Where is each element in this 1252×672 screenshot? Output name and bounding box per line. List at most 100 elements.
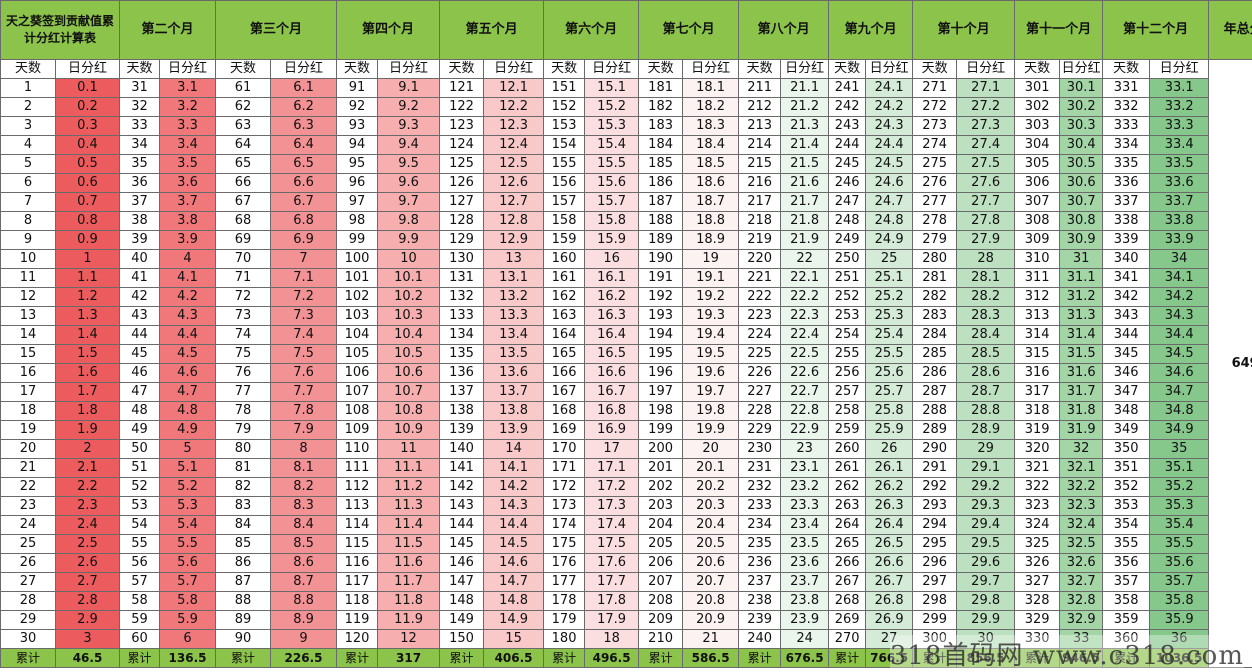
day-cell[interactable]: 74 (215, 325, 272, 345)
bonus-cell[interactable]: 30.4 (1059, 135, 1104, 155)
day-cell[interactable]: 304 (1014, 135, 1061, 155)
bonus-cell[interactable]: 25.3 (865, 306, 914, 326)
day-cell[interactable]: 264 (828, 515, 867, 535)
bonus-cell[interactable]: 3.3 (159, 116, 217, 136)
bonus-cell[interactable]: 24.7 (865, 192, 914, 212)
day-cell[interactable]: 272 (912, 97, 958, 117)
bonus-cell[interactable]: 19.5 (682, 344, 740, 364)
bonus-cell[interactable]: 35.2 (1149, 477, 1210, 497)
bonus-cell[interactable]: 5.7 (159, 572, 217, 592)
bonus-cell[interactable]: 27.9 (956, 230, 1016, 250)
bonus-cell[interactable]: 2 (54, 439, 121, 459)
day-cell[interactable]: 215 (738, 154, 782, 174)
day-cell[interactable]: 291 (912, 458, 958, 478)
bonus-cell[interactable]: 17.6 (584, 553, 640, 573)
day-cell[interactable]: 102 (336, 287, 379, 307)
bonus-cell[interactable]: 1 (54, 249, 121, 269)
day-cell[interactable]: 284 (912, 325, 958, 345)
day-cell[interactable]: 339 (1102, 230, 1151, 250)
day-cell[interactable]: 213 (738, 116, 782, 136)
day-cell[interactable]: 76 (215, 363, 272, 383)
bonus-cell[interactable]: 34.8 (1149, 401, 1210, 421)
bonus-cell[interactable]: 2.5 (54, 534, 121, 554)
day-cell[interactable]: 130 (439, 249, 485, 269)
day-cell[interactable]: 46 (119, 363, 161, 383)
day-cell[interactable]: 274 (912, 135, 958, 155)
day-cell[interactable]: 49 (119, 420, 161, 440)
day-cell[interactable]: 109 (336, 420, 379, 440)
bonus-cell[interactable]: 10.1 (377, 268, 441, 288)
bonus-cell[interactable]: 20.5 (682, 534, 740, 554)
bonus-cell[interactable]: 0.2 (54, 97, 121, 117)
bonus-cell[interactable]: 7.7 (270, 382, 338, 402)
bonus-cell[interactable]: 19.8 (682, 401, 740, 421)
day-cell[interactable]: 338 (1102, 211, 1151, 231)
day-cell[interactable]: 115 (336, 534, 379, 554)
bonus-cell[interactable]: 1.3 (54, 306, 121, 326)
day-cell[interactable]: 80 (215, 439, 272, 459)
day-cell[interactable]: 120 (336, 629, 379, 649)
day-cell[interactable]: 315 (1014, 344, 1061, 364)
day-cell[interactable]: 59 (119, 610, 161, 630)
day-cell[interactable]: 311 (1014, 268, 1061, 288)
day-cell[interactable]: 54 (119, 515, 161, 535)
bonus-cell[interactable]: 8.6 (270, 553, 338, 573)
bonus-cell[interactable]: 18.4 (682, 135, 740, 155)
bonus-cell[interactable]: 6.9 (270, 230, 338, 250)
day-cell[interactable]: 204 (638, 515, 684, 535)
day-cell[interactable]: 142 (439, 477, 485, 497)
bonus-cell[interactable]: 4.3 (159, 306, 217, 326)
bonus-cell[interactable]: 28.8 (956, 401, 1016, 421)
day-cell[interactable]: 259 (828, 420, 867, 440)
bonus-cell[interactable]: 26 (865, 439, 914, 459)
bonus-cell[interactable]: 6.3 (270, 116, 338, 136)
day-cell[interactable]: 132 (439, 287, 485, 307)
bonus-cell[interactable]: 22.4 (780, 325, 830, 345)
bonus-cell[interactable]: 35.7 (1149, 572, 1210, 592)
day-cell[interactable]: 208 (638, 591, 684, 611)
day-cell[interactable]: 36 (119, 173, 161, 193)
bonus-cell[interactable]: 0.6 (54, 173, 121, 193)
day-cell[interactable]: 94 (336, 135, 379, 155)
bonus-cell[interactable]: 33.4 (1149, 135, 1210, 155)
day-cell[interactable]: 229 (738, 420, 782, 440)
bonus-cell[interactable]: 19.1 (682, 268, 740, 288)
bonus-cell[interactable]: 8.4 (270, 515, 338, 535)
day-cell[interactable]: 114 (336, 515, 379, 535)
bonus-cell[interactable]: 12 (377, 629, 441, 649)
day-cell[interactable]: 113 (336, 496, 379, 516)
bonus-cell[interactable]: 35.6 (1149, 553, 1210, 573)
bonus-cell[interactable]: 10 (377, 249, 441, 269)
bonus-cell[interactable]: 2.9 (54, 610, 121, 630)
bonus-cell[interactable]: 1.2 (54, 287, 121, 307)
day-cell[interactable]: 44 (119, 325, 161, 345)
bonus-cell[interactable]: 4.7 (159, 382, 217, 402)
day-cell[interactable]: 199 (638, 420, 684, 440)
day-cell[interactable]: 172 (543, 477, 586, 497)
bonus-cell[interactable]: 28.5 (956, 344, 1016, 364)
day-cell[interactable]: 246 (828, 173, 867, 193)
day-cell[interactable]: 162 (543, 287, 586, 307)
bonus-cell[interactable]: 33.9 (1149, 230, 1210, 250)
day-cell[interactable]: 53 (119, 496, 161, 516)
day-cell[interactable]: 47 (119, 382, 161, 402)
bonus-cell[interactable]: 1.1 (54, 268, 121, 288)
day-cell[interactable]: 251 (828, 268, 867, 288)
bonus-cell[interactable]: 33.7 (1149, 192, 1210, 212)
day-cell[interactable]: 255 (828, 344, 867, 364)
day-cell[interactable]: 96 (336, 173, 379, 193)
day-cell[interactable]: 273 (912, 116, 958, 136)
day-cell[interactable]: 200 (638, 439, 684, 459)
day-cell[interactable]: 299 (912, 610, 958, 630)
bonus-cell[interactable]: 10.5 (377, 344, 441, 364)
day-cell[interactable]: 346 (1102, 363, 1151, 383)
day-cell[interactable]: 70 (215, 249, 272, 269)
day-cell[interactable]: 75 (215, 344, 272, 364)
day-cell[interactable]: 261 (828, 458, 867, 478)
day-cell[interactable]: 245 (828, 154, 867, 174)
day-cell[interactable]: 171 (543, 458, 586, 478)
day-cell[interactable]: 280 (912, 249, 958, 269)
bonus-cell[interactable]: 29.5 (956, 534, 1016, 554)
bonus-cell[interactable]: 21.8 (780, 211, 830, 231)
bonus-cell[interactable]: 9.5 (377, 154, 441, 174)
